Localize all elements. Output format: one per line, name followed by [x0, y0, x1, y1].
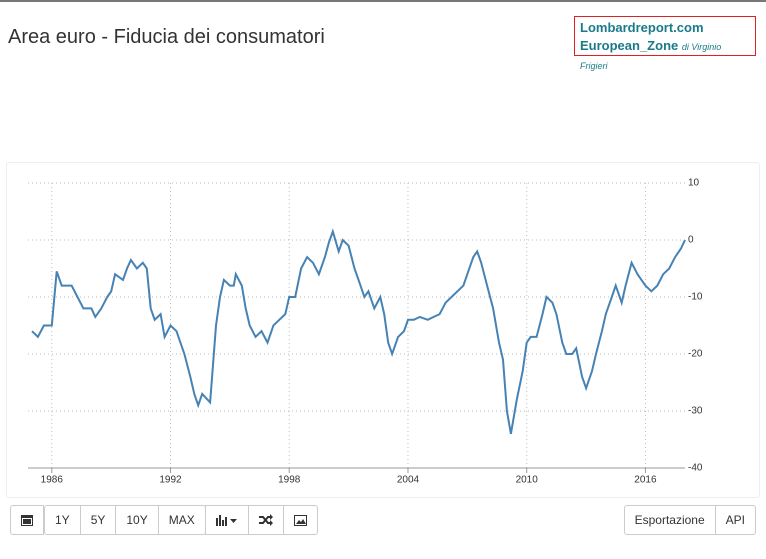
range-button[interactable]: 10Y	[115, 505, 159, 535]
range-button[interactable]: MAX	[157, 505, 206, 535]
chart-title: Area euro - Fiducia dei consumatori	[8, 26, 325, 48]
x-tick-label: 2004	[397, 475, 420, 486]
brand-site: Lombardreport.com	[580, 20, 704, 35]
y-tick-label: -40	[688, 463, 703, 474]
chart-panel	[6, 162, 760, 498]
image-button[interactable]	[282, 505, 318, 535]
toolbar: 1Y 5Y 10Y MAX	[10, 505, 318, 535]
x-tick-label: 1998	[278, 475, 301, 486]
calendar-button[interactable]	[10, 505, 44, 535]
y-tick-label: -10	[688, 292, 703, 303]
api-button[interactable]: API	[714, 505, 756, 535]
y-tick-label: 10	[688, 178, 700, 189]
zone: European_Zone	[580, 38, 679, 53]
brand-zone: European_Zone di Virginio Frigieri	[580, 37, 750, 75]
export-button[interactable]: Esportazione	[623, 505, 716, 535]
x-tick-label: 2010	[516, 475, 539, 486]
y-tick-label: -30	[688, 406, 703, 417]
toolbar-right: Esportazione API	[623, 505, 756, 535]
x-tick-label: 1986	[41, 475, 64, 486]
y-tick-label: 0	[688, 235, 694, 246]
data-line	[31, 228, 686, 434]
chart-type-button[interactable]	[204, 505, 249, 535]
chart: 10 0 -10 -20 -30 -40 1986 1992 1998 2004 2010 2016	[28, 178, 703, 486]
shuffle-button[interactable]	[247, 505, 284, 535]
brand-box[interactable]: Lombardreport.com European_Zone di Virgin…	[574, 16, 756, 71]
author: di Virginio Frigieri	[580, 42, 722, 71]
range-button[interactable]: 1Y	[44, 505, 81, 535]
x-tick-label: 1992	[159, 475, 182, 486]
y-tick-label: -20	[688, 349, 703, 360]
range-button[interactable]: 5Y	[79, 505, 117, 535]
x-tick-label: 2016	[634, 475, 657, 486]
